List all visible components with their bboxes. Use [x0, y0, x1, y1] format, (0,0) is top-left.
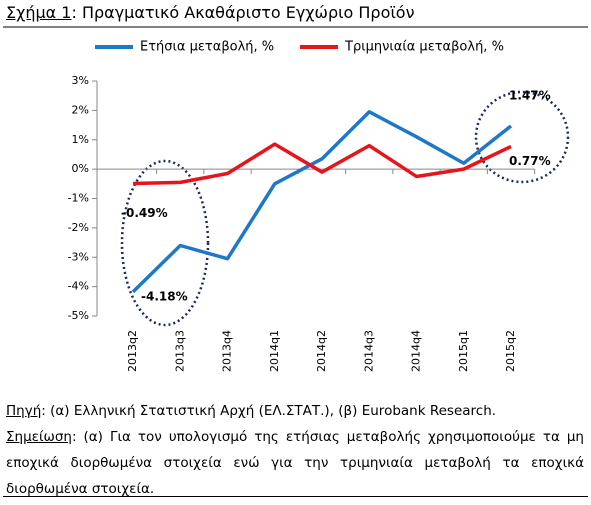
highlight-ellipse — [120, 159, 210, 327]
source-label: Πηγή — [6, 403, 42, 419]
legend-label: Τριμηνιαία μεταβολή, % — [344, 40, 504, 55]
y-tick-label: 2% — [72, 103, 89, 116]
y-tick-label: 3% — [72, 74, 89, 87]
title-prefix: Σχήμα 1 — [6, 3, 72, 22]
data-label: -4.18% — [141, 289, 188, 303]
figure-title: Σχήμα 1: Πραγματικό Ακαθάριστο Εγχώριο Π… — [6, 0, 584, 26]
x-tick-label: 2014q3 — [362, 330, 375, 372]
note-label: Σημείωση — [6, 429, 72, 445]
bottom-rule — [3, 496, 588, 497]
note: Σημείωση: (α) Για τον υπολογισμό της ετή… — [6, 424, 584, 502]
x-tick-label: 2013q4 — [221, 330, 234, 372]
note-text: : (α) Για τον υπολογισμό της ετήσιας μετ… — [6, 429, 584, 497]
y-tick-label: 1% — [72, 133, 89, 146]
y-tick-label: -5% — [68, 309, 89, 322]
x-tick-label: 2014q1 — [268, 330, 281, 372]
chart: -5% -4% -3% -2% -1% 0% 1% 2% 3% 2013q2 2013q3 2013q… — [3, 26, 588, 372]
series-line — [132, 142, 512, 186]
x-tick-label: 2014q4 — [410, 330, 423, 372]
y-tick-label: -4% — [68, 280, 89, 293]
y-tick-label: -3% — [68, 250, 89, 263]
y-tick-label: 0% — [72, 162, 89, 175]
highlight-ellipse — [474, 90, 570, 184]
x-tick-label: 2014q2 — [315, 330, 328, 372]
source-text: : (α) Ελληνική Στατιστική Αρχή (ΕΛ.ΣΤΑΤ.… — [41, 403, 497, 419]
data-label: 1.47% — [509, 88, 551, 102]
x-tick-label: 2013q2 — [126, 330, 139, 372]
x-tick-label: 2015q2 — [504, 330, 517, 372]
x-tick-label: 2015q1 — [457, 330, 470, 372]
x-tick-label: 2013q3 — [173, 330, 186, 372]
y-tick-label: -2% — [68, 221, 89, 234]
title-text: : Πραγματικό Ακαθάριστο Εγχώριο Προϊόν — [71, 3, 415, 22]
source: Πηγή: (α) Ελληνική Στατιστική Αρχή (ΕΛ.Σ… — [6, 398, 584, 424]
series-line — [131, 110, 513, 294]
legend-label: Ετήσια μεταβολή, % — [140, 40, 274, 55]
data-label: 0.77% — [509, 154, 551, 168]
data-label: -0.49% — [121, 206, 168, 220]
y-tick-label: -1% — [68, 192, 89, 205]
